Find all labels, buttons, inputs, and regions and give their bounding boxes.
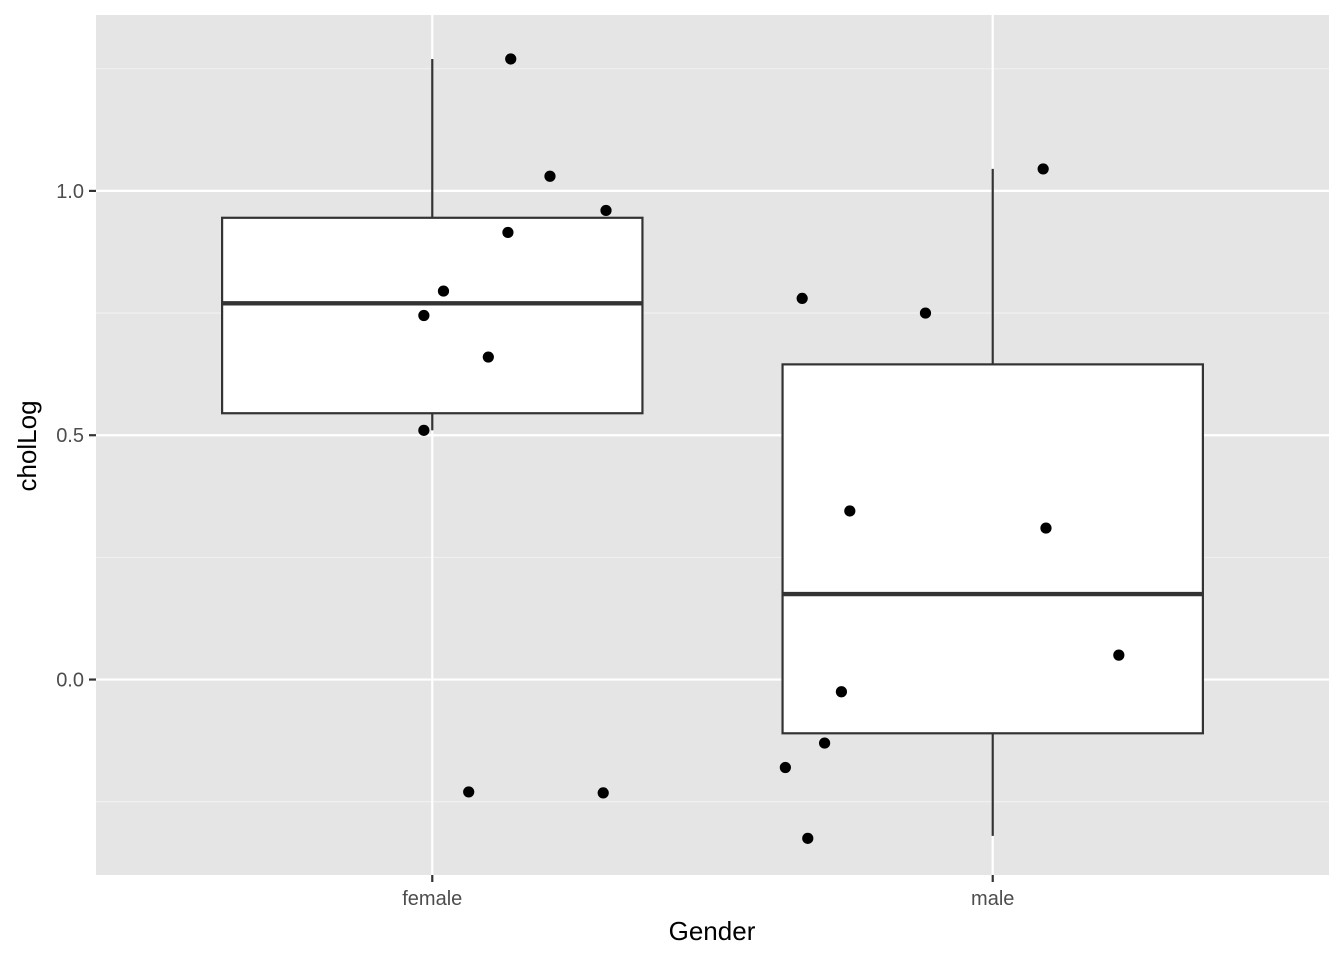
data-point [1037,163,1049,175]
data-point [600,204,612,217]
data-point [597,787,609,799]
data-point [1113,649,1125,661]
data-point [482,351,494,363]
data-point [1040,522,1052,534]
data-point [437,285,450,297]
y-tick-label: 0.0 [56,670,84,692]
data-point [502,226,514,239]
data-point [818,737,831,749]
y-tick-label: 0.5 [56,425,84,447]
x-tick-label: male [971,888,1014,910]
x-tick-label: female [402,888,462,910]
data-point [779,761,791,774]
box-male [781,168,1204,836]
data-point [796,292,808,305]
box-female [221,58,644,431]
boxes [221,58,1204,836]
y-axis-title: cholLog [12,400,42,491]
data-points [418,53,1125,844]
x-axis: female male [402,875,1014,910]
y-axis: 0.0 0.5 1.0 [56,181,96,692]
data-point [919,307,932,319]
x-axis-title: Gender [669,916,756,946]
data-point [802,832,814,844]
data-point [544,170,556,182]
data-point [844,505,856,517]
data-point [835,686,848,698]
data-point [418,309,430,322]
box-body [781,363,1204,735]
y-tick-label: 1.0 [56,181,84,203]
data-point [418,424,430,436]
box-body [221,216,644,415]
data-point [463,786,475,798]
data-point [505,53,517,65]
